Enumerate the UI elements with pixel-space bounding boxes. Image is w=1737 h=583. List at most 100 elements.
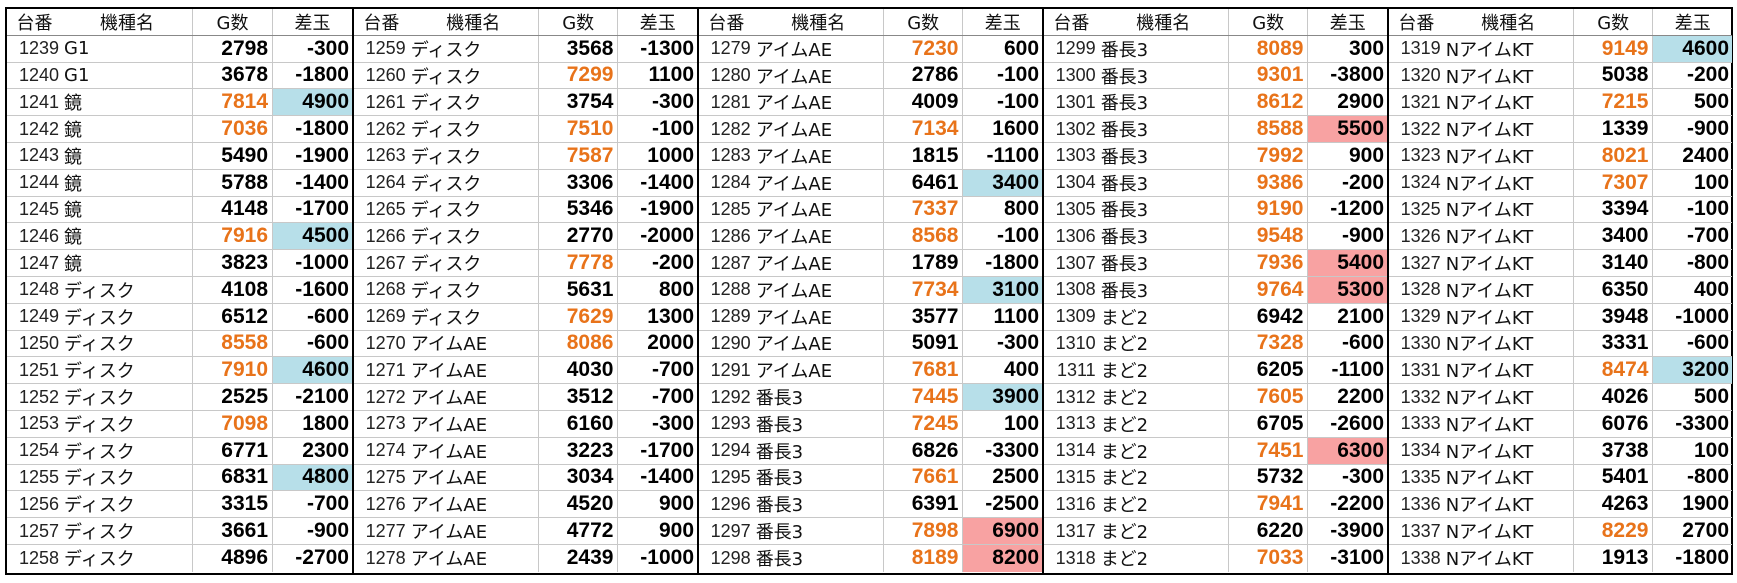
machine-number-cell: 1313 [1055, 413, 1096, 434]
difference-cell: -600 [1652, 330, 1732, 357]
table-row: 1245 鏡 4148 -1700 [7, 196, 352, 224]
game-count-cell: 4108 [192, 276, 272, 303]
machine-name-cell: ディスク [410, 120, 482, 142]
difference-cell: -300 [617, 410, 697, 437]
header-game-count: G数 [537, 9, 618, 35]
difference-cell: -1000 [272, 250, 352, 276]
table-row: 1332 NアイムKT 4026 500 [1389, 384, 1732, 411]
game-count-cell: 7814 [192, 89, 272, 116]
header-machine-number: 台番 [1398, 12, 1435, 34]
header-machine-number: 台番 [708, 12, 745, 34]
machine-name-cell: まど2 [1100, 334, 1149, 356]
difference-cell: -600 [1307, 330, 1387, 357]
machine-name-cell: ディスク [410, 307, 482, 329]
machine-number-cell: 1321 [1400, 91, 1441, 112]
game-count-cell: 6512 [192, 303, 272, 330]
machine-name-cell: 番長3 [755, 441, 804, 463]
table-row: 1314 まど2 7451 6300 [1044, 437, 1388, 465]
difference-cell: -2600 [1307, 410, 1387, 437]
header-row: 台番 機種名 G数 差玉 [1389, 9, 1732, 36]
machine-number-cell: 1322 [1400, 118, 1441, 139]
difference-cell: 3100 [962, 276, 1043, 303]
machine-number-cell: 1244 [18, 172, 59, 193]
machine-name-cell: 番長3 [1100, 227, 1149, 249]
machine-name-cell: NアイムKT [1445, 66, 1534, 88]
difference-cell: 4900 [272, 89, 352, 116]
difference-cell: 3400 [962, 169, 1043, 196]
machine-number-cell: 1320 [1400, 64, 1441, 85]
table-row: 1331 NアイムKT 8474 3200 [1389, 357, 1733, 385]
difference-cell: -1900 [272, 142, 352, 169]
game-count-cell: 8588 [1227, 116, 1308, 142]
machine-name-cell: アイムAE [410, 414, 488, 436]
difference-cell: -700 [617, 357, 697, 384]
table-row: 1269 ディスク 7629 1300 [354, 303, 697, 331]
game-count-cell: 7941 [1227, 491, 1308, 518]
game-count-cell: 8612 [1227, 89, 1308, 116]
machine-name-cell: ディスク [410, 254, 482, 276]
machine-name-cell: NアイムKT [1445, 146, 1534, 168]
machine-name-cell: 鏡 [64, 227, 82, 249]
table-row: 1295 番長3 7661 2500 [699, 464, 1042, 492]
machine-number-cell: 1272 [365, 386, 406, 407]
machine-data-sheet: 台番 機種名 G数 差玉 1239 G1 2798 -300 1240 G1 3678 -1800 12… [5, 7, 1733, 575]
table-row: 1257 ディスク 3661 -900 [7, 518, 352, 545]
difference-cell: -100 [962, 89, 1042, 116]
machine-number-cell: 1256 [18, 493, 59, 514]
game-count-cell: 4772 [537, 518, 618, 544]
table-row: 1251 ディスク 7910 4600 [7, 357, 352, 385]
machine-number-cell: 1281 [710, 91, 751, 112]
difference-cell: -900 [272, 518, 352, 544]
machine-number-cell: 1308 [1055, 279, 1096, 300]
machine-number-cell: 1249 [18, 306, 59, 327]
table-row: 1320 NアイムKT 5038 -200 [1389, 62, 1732, 90]
table-row: 1317 まど2 6220 -3900 [1044, 518, 1387, 545]
machine-number-cell: 1264 [365, 172, 406, 193]
machine-name-cell: アイムAE [755, 120, 833, 142]
difference-cell: -100 [962, 223, 1042, 250]
machine-number-cell: 1257 [18, 520, 59, 541]
machine-name-cell: アイムAE [755, 39, 833, 61]
difference-cell: -1000 [617, 544, 697, 572]
machine-name-cell: NアイムKT [1445, 307, 1534, 329]
table-row: 1306 番長3 9548 -900 [1044, 223, 1387, 251]
header-machine-number: 台番 [1053, 12, 1090, 34]
table-row: 1239 G1 2798 -300 [7, 35, 352, 63]
table-row: 1330 NアイムKT 3331 -600 [1389, 330, 1732, 358]
header-row: 台番 機種名 G数 差玉 [354, 9, 697, 36]
table-row: 1254 ディスク 6771 2300 [7, 437, 352, 465]
difference-cell: 400 [1652, 276, 1732, 303]
game-count-cell: 9386 [1227, 169, 1308, 196]
difference-cell: -100 [617, 116, 697, 142]
game-count-cell: 4009 [882, 89, 963, 116]
machine-name-cell: 番長3 [1100, 200, 1149, 222]
machine-name-cell: アイムAE [755, 361, 833, 383]
game-count-cell: 7451 [1227, 437, 1308, 464]
table-row: 1338 NアイムKT 1913 -1800 [1389, 544, 1732, 572]
difference-cell: -1400 [272, 169, 352, 196]
difference-cell: -200 [617, 250, 697, 276]
difference-cell: 1100 [962, 303, 1042, 330]
machine-number-cell: 1255 [18, 466, 59, 487]
table-row: 1259 ディスク 3568 -1300 [354, 35, 697, 63]
difference-cell: -1100 [962, 142, 1042, 169]
game-count-cell: 3306 [537, 169, 618, 196]
game-count-cell: 1339 [1572, 116, 1653, 142]
machine-name-cell: アイムAE [755, 146, 833, 168]
machine-number-cell: 1287 [710, 252, 751, 273]
machine-number-cell: 1302 [1055, 118, 1096, 139]
machine-name-cell: 鏡 [64, 93, 82, 115]
game-count-cell: 4520 [537, 491, 618, 518]
header-machine-name: 機種名 [100, 12, 154, 34]
machine-name-cell: 番長3 [1100, 120, 1149, 142]
difference-cell: 6900 [962, 518, 1043, 544]
game-count-cell: 7992 [1227, 142, 1308, 169]
game-count-cell: 5788 [192, 169, 272, 196]
table-row: 1289 アイムAE 3577 1100 [699, 303, 1042, 331]
machine-number-cell: 1316 [1055, 493, 1096, 514]
game-count-cell: 9149 [1572, 35, 1653, 62]
difference-cell: -1200 [1307, 196, 1387, 223]
table-row: 1333 NアイムKT 6076 -3300 [1389, 410, 1732, 438]
machine-number-cell: 1294 [710, 440, 751, 461]
machine-number-cell: 1284 [710, 172, 751, 193]
